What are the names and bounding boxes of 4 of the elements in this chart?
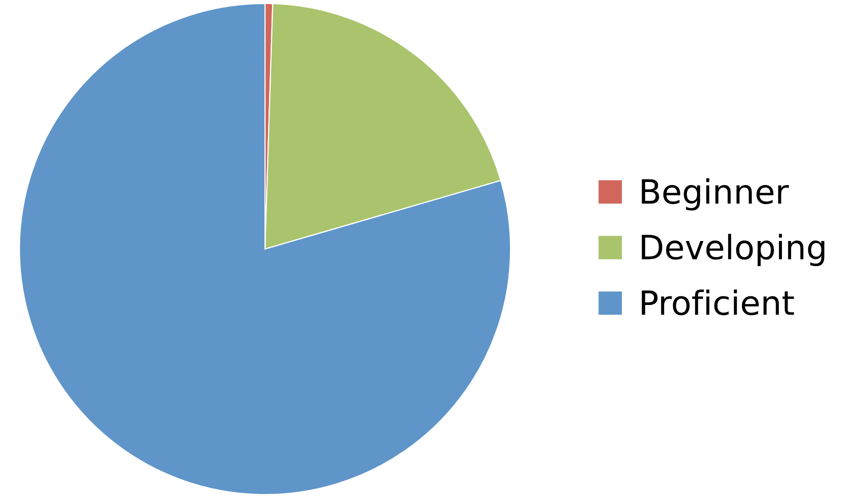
pie-slice <box>18 2 512 496</box>
legend-label: Beginner <box>642 178 789 211</box>
legend-label: Proficient <box>642 289 794 316</box>
legend-label: Developing <box>642 234 824 266</box>
